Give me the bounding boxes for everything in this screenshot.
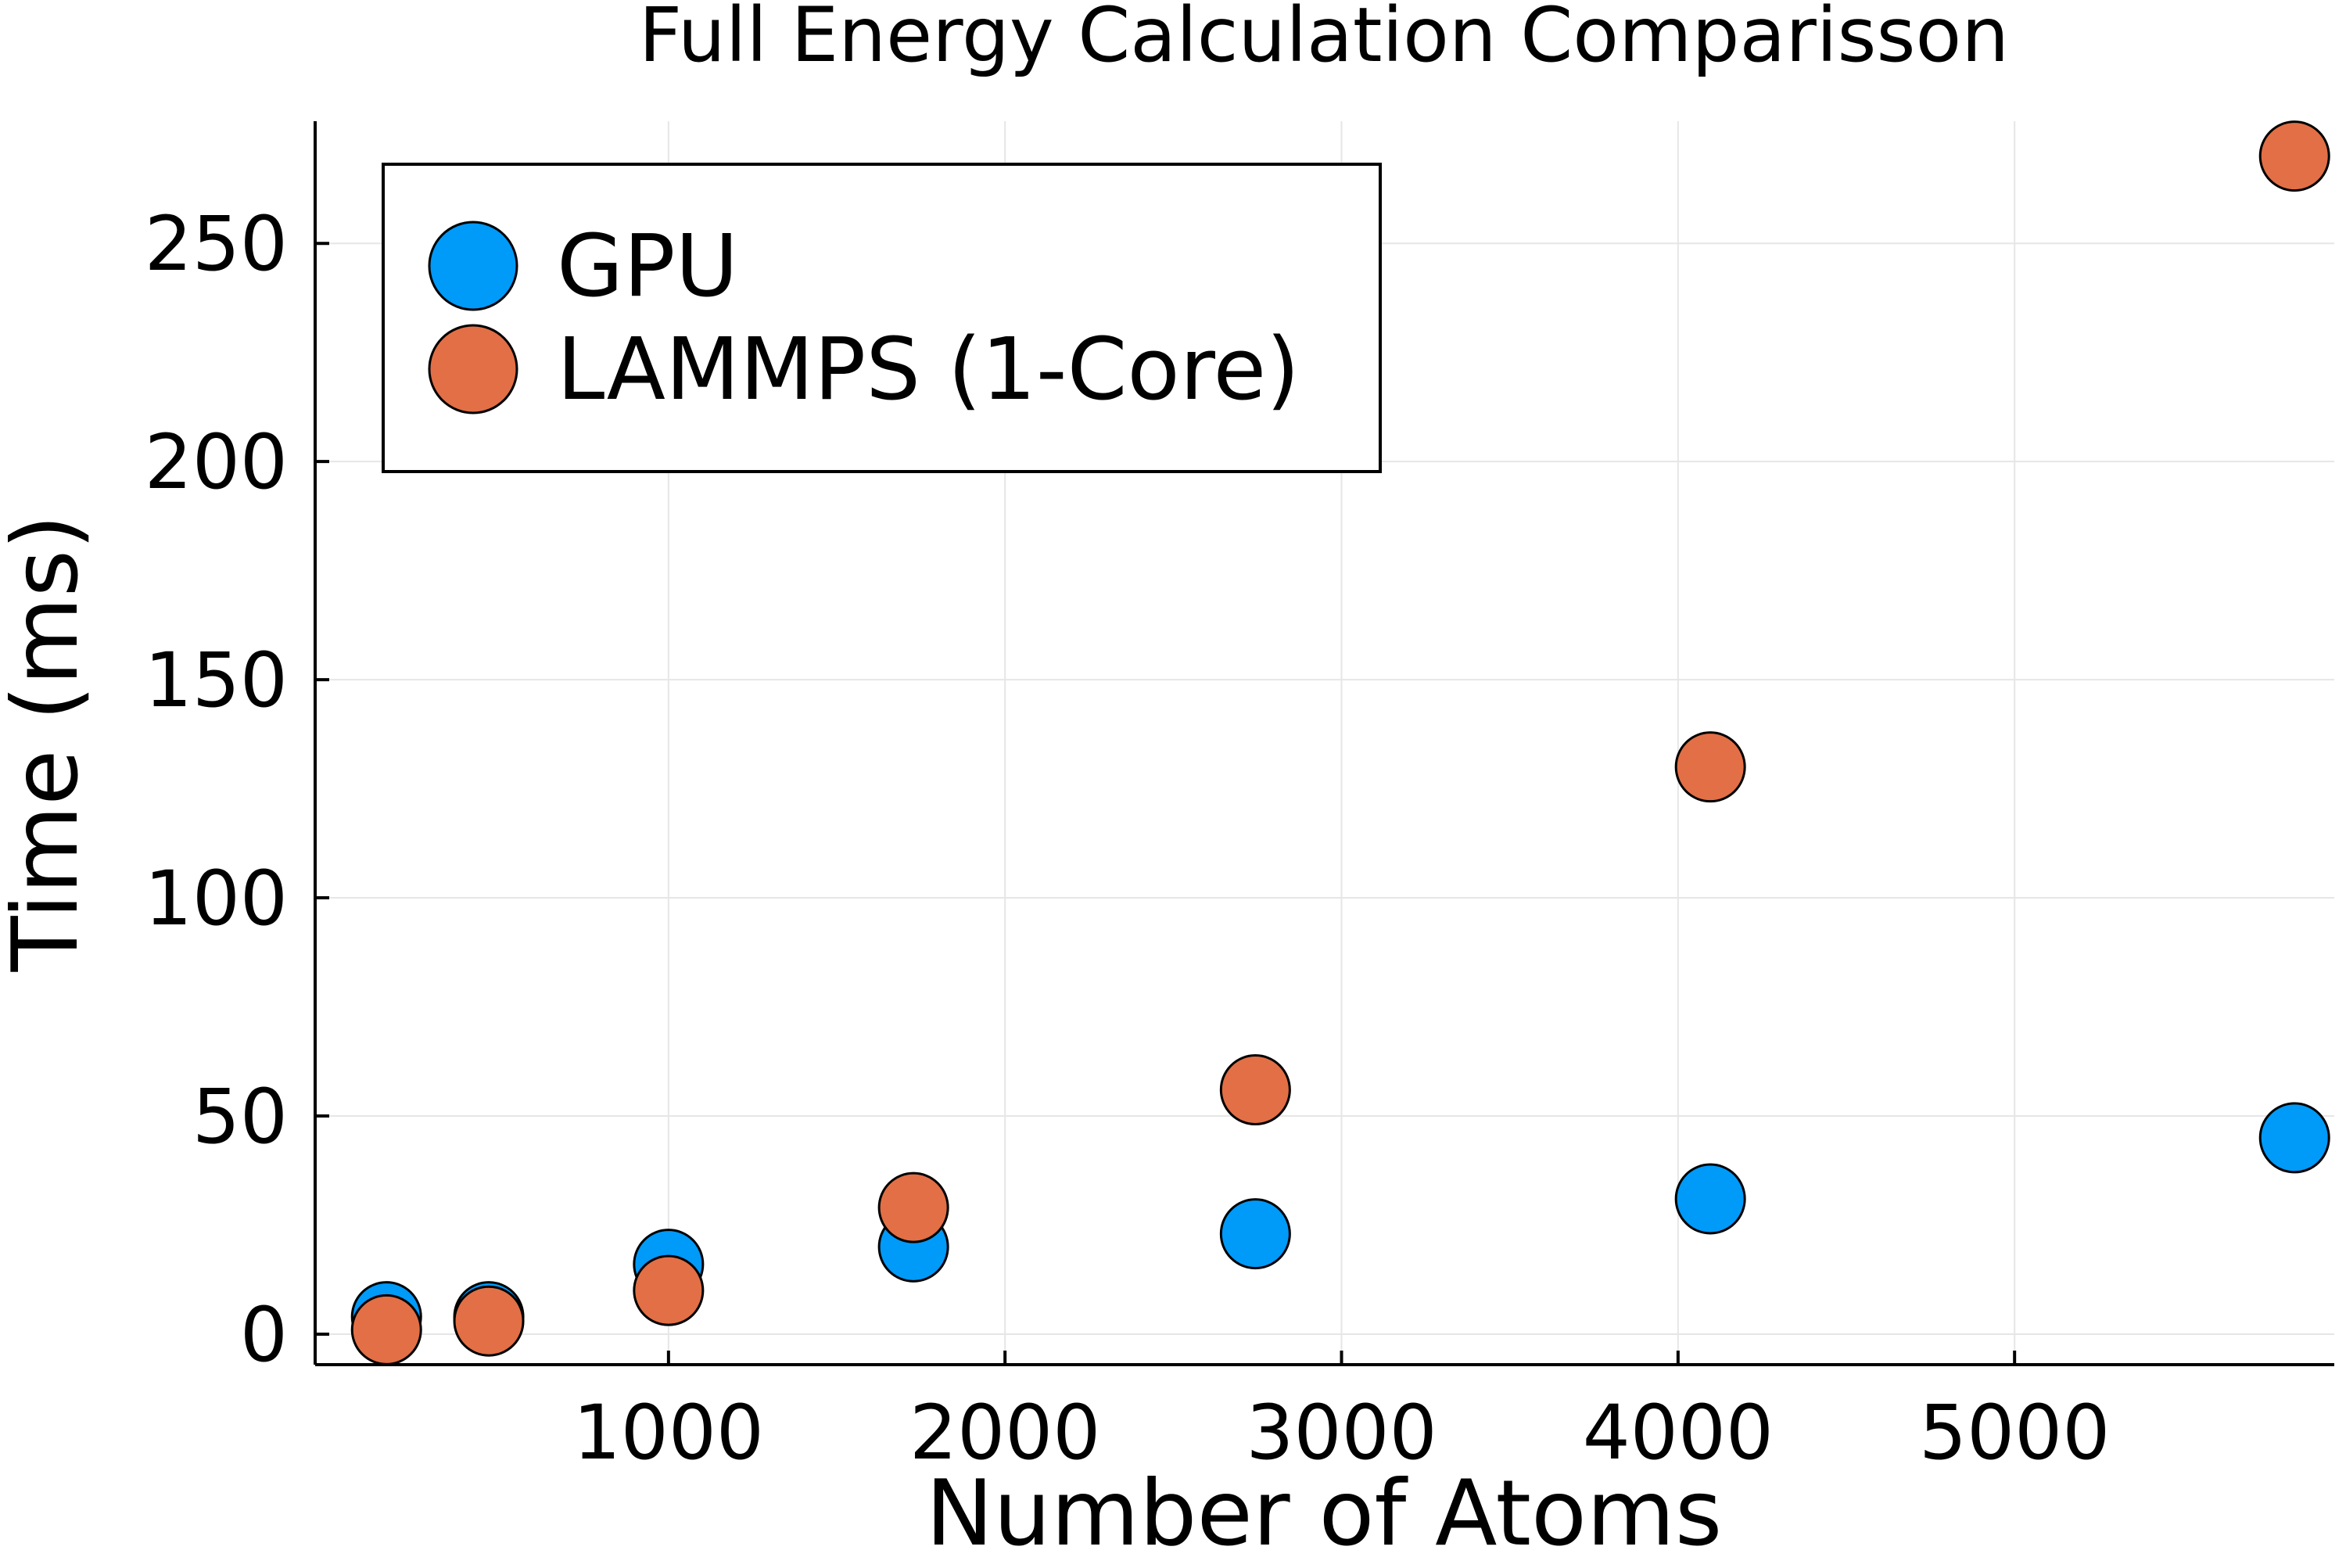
- legend-label-lammps: LAMMPS (1-Core): [557, 319, 1300, 419]
- legend-marker-gpu: [428, 221, 518, 311]
- legend: GPU LAMMPS (1-Core): [382, 163, 1382, 473]
- x-tick-label: 3000: [1246, 1389, 1437, 1477]
- y-tick-label: 150: [145, 637, 288, 724]
- x-tick-label: 2000: [909, 1389, 1100, 1477]
- y-tick-label: 200: [145, 418, 288, 506]
- lammps-point: [877, 1172, 949, 1243]
- y-tick-label: 250: [145, 200, 288, 288]
- y-tick-label: 100: [145, 855, 288, 942]
- lammps-point: [1219, 1054, 1291, 1126]
- x-tick-label: 4000: [1583, 1389, 1774, 1477]
- y-tick-label: 50: [192, 1073, 288, 1161]
- lammps-point: [453, 1285, 525, 1357]
- lammps-point: [350, 1294, 422, 1365]
- x-axis-label: Number of Atoms: [926, 1461, 1723, 1564]
- x-tick-label: 1000: [573, 1389, 764, 1477]
- gpu-point: [1219, 1198, 1291, 1270]
- y-axis-label: Time (ms): [0, 515, 99, 973]
- axes: [314, 121, 2334, 1366]
- chart-title: Full Energy Calculation Comparisson: [639, 0, 2009, 79]
- legend-label-gpu: GPU: [557, 216, 738, 316]
- lammps-point: [1674, 731, 1746, 803]
- legend-marker-lammps: [428, 324, 518, 414]
- gpu-point: [2258, 1102, 2330, 1174]
- y-tick-label: 0: [240, 1291, 288, 1379]
- x-tick-label: 5000: [1919, 1389, 2110, 1477]
- data-points: [350, 120, 2330, 1365]
- gpu-point: [1674, 1163, 1746, 1235]
- lammps-point: [2258, 120, 2330, 192]
- legend-box: [382, 163, 1382, 473]
- tick-labels: 1000 2000 3000 4000 5000 0 50 100 150 200 250: [145, 200, 2111, 1477]
- lammps-point: [633, 1254, 705, 1326]
